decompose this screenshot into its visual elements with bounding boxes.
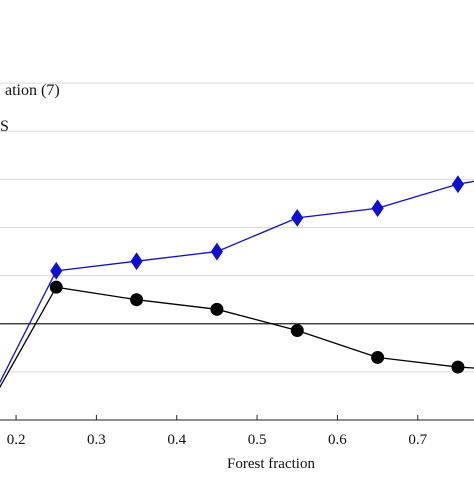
series-2-point-6 xyxy=(451,360,465,374)
legend-entry-series-1: ation (7) xyxy=(5,82,60,99)
series-1-point-5 xyxy=(371,199,384,218)
legend: ation (7) S xyxy=(0,82,60,135)
x-tick-label-0: 0.2 xyxy=(7,432,26,448)
series-layer xyxy=(0,175,474,389)
x-tick-label-3: 0.5 xyxy=(248,432,267,448)
series-1-line xyxy=(0,180,474,384)
series-1-point-3 xyxy=(210,242,224,261)
axis-layer: 0.2 0.3 0.4 0.5 0.6 0.7 xyxy=(0,415,474,448)
series-1-point-4 xyxy=(291,208,304,227)
x-axis-title: Forest fraction xyxy=(227,456,315,472)
series-2-line xyxy=(0,286,474,389)
x-tick-label-5: 0.7 xyxy=(408,432,427,448)
x-tick-label-1: 0.3 xyxy=(87,432,106,448)
x-tick-label-4: 0.6 xyxy=(328,432,347,448)
series-1-point-6 xyxy=(451,175,465,194)
series-1-point-2 xyxy=(130,252,143,271)
series-2-point-4 xyxy=(290,323,304,337)
series-2-point-3 xyxy=(210,302,224,316)
series-2-point-5 xyxy=(371,350,385,364)
series-2-point-2 xyxy=(130,293,144,307)
grid-layer xyxy=(0,82,474,421)
series-1-point-1 xyxy=(50,261,63,280)
legend-entry-series-2: S xyxy=(0,118,9,135)
x-tick-label-2: 0.4 xyxy=(167,432,186,448)
series-2-point-1 xyxy=(49,280,63,294)
